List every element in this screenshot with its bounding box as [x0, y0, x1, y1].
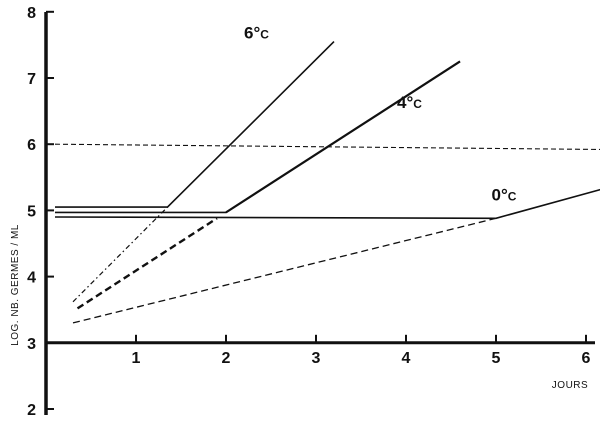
series-lines	[54, 41, 600, 324]
x-axis-label: JOURS	[552, 380, 588, 391]
y-tick-label: 4	[27, 270, 36, 287]
series-label-unit: C	[413, 97, 422, 111]
y-tick-label: 5	[27, 203, 36, 220]
series-label-value: 4°	[397, 93, 413, 112]
axes	[44, 12, 595, 415]
y-tick-label: 2	[27, 402, 36, 419]
y-tick-label: 6	[27, 137, 36, 154]
series-line-0	[55, 41, 335, 208]
series-label-value: 0°	[492, 185, 508, 204]
series-labels: 6°C4°C0°C	[244, 23, 517, 204]
series-label-unit: C	[260, 27, 269, 41]
series-line-3	[72, 206, 168, 303]
series-label: 0°C	[492, 185, 517, 204]
tick-labels: 2 3 4 5 6 7 8 1 2 3 4 5 6	[27, 5, 590, 419]
x-tick-label: 5	[492, 350, 501, 367]
series-label: 6°C	[244, 23, 269, 42]
y-axis-label: LOG. NB. GERMES / ML	[10, 224, 21, 346]
y-tick-label: 8	[27, 5, 36, 22]
series-label: 4°C	[397, 93, 422, 112]
x-tick-label: 4	[402, 350, 411, 367]
series-line-4c-emphasis	[225, 60, 461, 214]
x-tick-label: 6	[582, 350, 591, 367]
y-tick-label: 7	[27, 71, 36, 88]
series-line-1	[55, 60, 461, 214]
series-label-unit: C	[508, 189, 517, 203]
series-line-2	[54, 188, 600, 220]
x-tick-label: 1	[132, 350, 141, 367]
x-tick-label: 3	[312, 350, 321, 367]
series-line-5	[72, 217, 497, 324]
series-line-4	[76, 217, 218, 310]
series-label-value: 6°	[244, 23, 260, 42]
y-tick-label: 3	[27, 336, 36, 353]
x-tick-label: 2	[222, 350, 231, 367]
